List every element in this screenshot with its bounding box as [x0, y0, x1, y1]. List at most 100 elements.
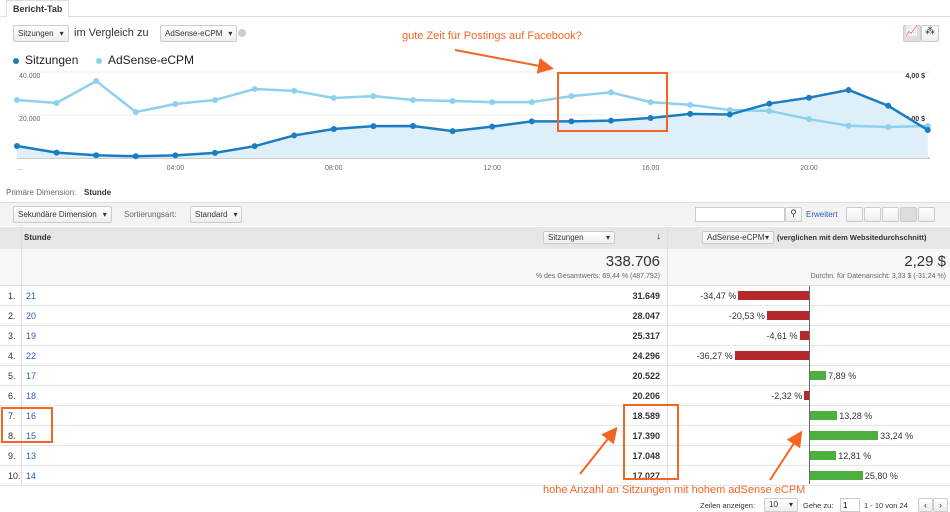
right-tick-label: 4,00 $ — [906, 73, 926, 80]
row-hour-link[interactable]: 15 — [26, 431, 37, 441]
table-row: 1. 21 31.649 -34,47 % — [0, 286, 950, 306]
row-hour-link[interactable]: 13 — [26, 451, 37, 461]
row-sessions: 31.649 — [632, 291, 660, 301]
x-tick-label: 20:00 — [800, 165, 818, 172]
ecpm-point — [766, 107, 773, 114]
sitzungen-point — [132, 153, 139, 160]
table-search-input[interactable] — [695, 207, 785, 222]
comparison-pct: 7,89 % — [828, 371, 857, 381]
secondary-dimension-select[interactable]: Sekundäre Dimension — [13, 206, 112, 223]
header-stunde[interactable]: Stunde — [24, 233, 52, 242]
row-hour-link[interactable]: 14 — [26, 471, 37, 481]
comparison-bar — [810, 371, 827, 380]
sitzungen-point — [568, 118, 575, 125]
advanced-link[interactable]: Erweitert — [806, 210, 838, 219]
pie-view-icon[interactable] — [864, 207, 881, 222]
table-row: 8. 15 17.390 33,24 % — [0, 426, 950, 446]
row-index: 2. — [8, 311, 16, 321]
sort-select[interactable]: Standard — [190, 206, 243, 223]
ecpm-point — [212, 96, 218, 103]
x-tick-label: 08:00 — [325, 165, 343, 172]
row-index: 5. — [8, 371, 16, 381]
avg-ecpm: 2,29 $ — [904, 253, 946, 270]
ecpm-point — [172, 101, 179, 108]
ecpm-point — [14, 96, 20, 103]
sitzungen-point — [766, 100, 773, 107]
ecpm-point — [568, 93, 575, 100]
comparison-pct: -34,47 % — [700, 291, 737, 301]
highlight-hours — [1, 407, 53, 443]
sort-desc-icon[interactable]: ↓ — [656, 231, 661, 242]
total-sessions: 338.706 — [605, 253, 660, 270]
line-chart: 20.000 40.000 2,00 $ 4,00 $... 04:00 08:00 12:… — [14, 71, 931, 172]
ecpm-point — [330, 95, 337, 102]
ecpm-point — [845, 122, 852, 129]
x-tick-label: 12:00 — [483, 165, 501, 172]
line-chart-view-icon[interactable]: 📈 — [903, 25, 921, 42]
tab-bericht[interactable]: Bericht-Tab — [6, 0, 70, 18]
row-sessions: 20.522 — [632, 371, 660, 381]
comparison-view-icon[interactable] — [900, 207, 917, 222]
performance-view-icon[interactable] — [882, 207, 899, 222]
row-hour-link[interactable]: 18 — [26, 391, 37, 401]
comparison-bar — [734, 351, 809, 360]
row-sessions: 18.589 — [632, 411, 660, 421]
metric-column-select[interactable]: Sitzungen — [543, 231, 615, 244]
row-index: 8. — [8, 431, 16, 441]
ecpm-point — [370, 93, 377, 100]
metric2-select[interactable]: AdSense-eCPM — [160, 25, 238, 42]
sitzungen-point — [291, 132, 298, 139]
ecpm-point — [291, 87, 298, 94]
row-hour-link[interactable]: 19 — [26, 331, 37, 341]
pivot-view-icon[interactable] — [918, 207, 935, 222]
row-hour-link[interactable]: 20 — [26, 311, 37, 321]
comparison-pct: 13,28 % — [839, 411, 873, 421]
ecpm-point — [449, 98, 456, 105]
sitzungen-point — [845, 86, 852, 93]
row-sessions: 17.390 — [632, 431, 660, 441]
row-hour-link[interactable]: 16 — [26, 411, 37, 421]
table-view-icon[interactable] — [846, 207, 863, 222]
compare-note: (verglichen mit dem Websitedurchschnitt) — [777, 233, 927, 242]
right-tick-label: 2,00 $ — [906, 116, 926, 123]
highlight-chart — [557, 72, 668, 132]
ecpm-point — [53, 99, 60, 106]
sitzungen-point — [647, 115, 654, 122]
row-sessions: 25.317 — [632, 331, 660, 341]
x-tick-label: ... — [17, 165, 23, 172]
sitzungen-point — [212, 149, 218, 156]
table-row: 2. 20 28.047 -20,53 % — [0, 306, 950, 326]
row-hour-link[interactable]: 21 — [26, 291, 37, 301]
row-index: 6. — [8, 391, 16, 401]
sitzungen-point — [806, 94, 812, 101]
comparison-bar — [766, 311, 809, 320]
next-page-button[interactable]: › — [933, 498, 948, 512]
row-index: 10. — [8, 471, 21, 481]
row-sessions: 28.047 — [632, 311, 660, 321]
ecpm-point — [251, 85, 258, 92]
sitzungen-point — [370, 123, 377, 130]
goto-input[interactable] — [840, 498, 860, 512]
totals-row — [0, 249, 950, 286]
table-row: 9. 13 17.048 12,81 % — [0, 446, 950, 466]
comparison-bar — [810, 451, 837, 460]
ecpm-point — [687, 101, 694, 108]
rows-label: Zeilen anzeigen: — [700, 501, 756, 510]
row-hour-link[interactable]: 17 — [26, 371, 37, 381]
comparison-pct: -20,53 % — [728, 311, 765, 321]
rows-select[interactable]: 10 — [764, 498, 798, 512]
ecpm-line — [16, 79, 928, 129]
sitzungen-point — [608, 117, 614, 124]
search-icon[interactable]: ⚲ — [785, 207, 802, 222]
motion-chart-view-icon[interactable]: ⁂ — [921, 25, 939, 42]
compare-column-select[interactable]: AdSense-eCPM — [702, 231, 774, 244]
row-index: 1. — [8, 291, 16, 301]
prev-page-button[interactable]: ‹ — [918, 498, 933, 512]
row-hour-link[interactable]: 22 — [26, 351, 37, 361]
remove-compare-icon[interactable] — [238, 29, 246, 37]
annotation-bottom: hohe Anzahl an Sitzungen mit hohem adSen… — [543, 484, 806, 496]
comparison-pct: -2,32 % — [771, 391, 803, 401]
x-tick-label: 16:00 — [642, 165, 660, 172]
metric1-select[interactable]: Sitzungen — [13, 25, 69, 42]
primary-dimension-value[interactable]: Stunde — [84, 188, 112, 197]
